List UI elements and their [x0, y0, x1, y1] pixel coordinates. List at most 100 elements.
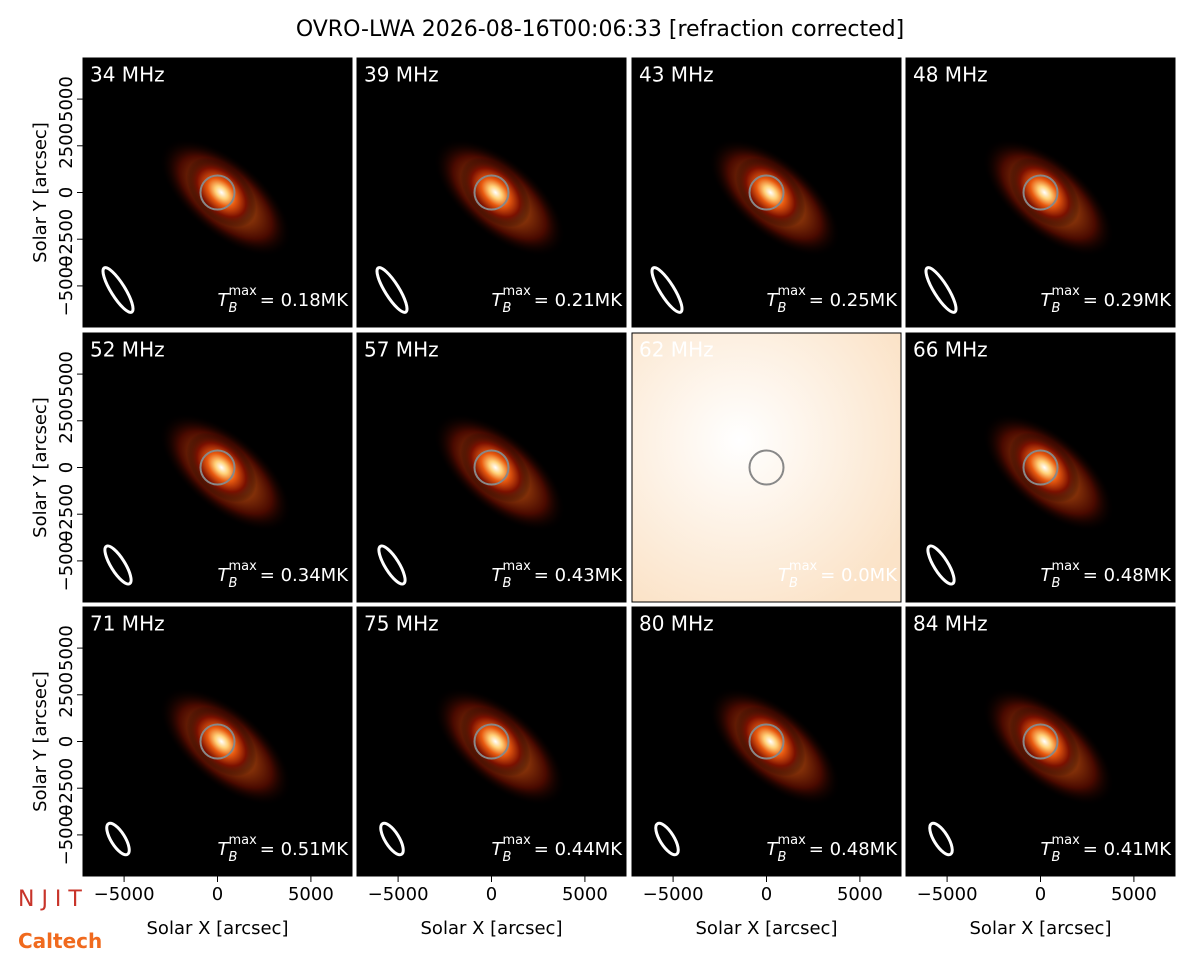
- title: OVRO-LWA 2026-08-16T00:06:33 [refraction…: [296, 17, 904, 42]
- x-tick-label: 0: [1035, 884, 1046, 905]
- y-tick-label: −2500: [56, 484, 77, 545]
- beam: [650, 266, 684, 314]
- tb-subscript: B: [789, 576, 798, 591]
- frequency-label: 34 MHz: [90, 63, 165, 87]
- solar-disk: [199, 449, 236, 486]
- beam: [654, 821, 680, 857]
- tb-max-label: TBmax = 0.18MK: [218, 284, 350, 316]
- y-tick-label: 0: [56, 462, 77, 473]
- y-tick-label: −5000: [56, 255, 77, 316]
- tb-symbol: T: [1041, 290, 1054, 311]
- y-tick-label: −5000: [56, 804, 77, 865]
- x-tick-label: 5000: [288, 884, 334, 905]
- y-tick-label: 5000: [56, 76, 77, 122]
- tb-superscript: max: [228, 833, 257, 848]
- y-tick-label: 2500: [56, 672, 77, 718]
- tb-value: = 0.44MK: [534, 839, 623, 860]
- solar-disk: [1022, 174, 1059, 211]
- beam: [375, 266, 409, 314]
- frequency-label: 43 MHz: [639, 63, 714, 87]
- tb-max-label: TBmax = 0.44MK: [492, 833, 624, 865]
- tb-value: = 0.18MK: [260, 290, 349, 311]
- tb-max-label: TBmax = 0.29MK: [1041, 284, 1173, 316]
- frequency-label: 75 MHz: [364, 612, 439, 636]
- tb-value: = 0.34MK: [260, 565, 349, 586]
- tb-superscript: max: [228, 284, 257, 299]
- frequency-label: 84 MHz: [913, 612, 988, 636]
- tb-subscript: B: [1052, 576, 1061, 591]
- tb-max-label: TBmax = 0.21MK: [492, 284, 624, 316]
- tb-subscript: B: [503, 850, 512, 865]
- tb-value: = 0.21MK: [534, 290, 623, 311]
- tb-value: = 0.48MK: [1083, 565, 1172, 586]
- tb-symbol: T: [492, 290, 505, 311]
- frequency-label: 57 MHz: [364, 338, 439, 362]
- solar-disk: [473, 723, 510, 760]
- frequency-label: 48 MHz: [913, 63, 988, 87]
- tb-superscript: max: [777, 833, 806, 848]
- y-tick-label: −2500: [56, 758, 77, 819]
- emission: [460, 706, 531, 777]
- tb-symbol: T: [778, 565, 791, 586]
- tb-symbol: T: [1041, 839, 1054, 860]
- tb-subscript: B: [1052, 850, 1061, 865]
- y-tick-label: 5000: [56, 625, 77, 671]
- y-tick-label: −5000: [56, 530, 77, 591]
- tb-value: = 0.0MK: [820, 565, 898, 586]
- tb-max-label: TBmax = 0.0MK: [778, 559, 898, 591]
- tb-subscript: B: [229, 850, 238, 865]
- frequency-label: 80 MHz: [639, 612, 714, 636]
- frequency-label: 71 MHz: [90, 612, 165, 636]
- beam: [105, 821, 131, 857]
- tb-subscript: B: [778, 850, 787, 865]
- tb-subscript: B: [1052, 301, 1061, 316]
- logo-njit: N J I T: [18, 887, 82, 912]
- y-tick-label: −2500: [56, 209, 77, 270]
- tb-superscript: max: [789, 559, 818, 574]
- tb-superscript: max: [1051, 559, 1080, 574]
- frequency-label: 66 MHz: [913, 338, 988, 362]
- tb-symbol: T: [492, 839, 505, 860]
- solar-disk: [748, 449, 785, 486]
- tb-subscript: B: [778, 301, 787, 316]
- emission: [735, 157, 806, 228]
- beam: [103, 544, 133, 586]
- beam: [926, 544, 956, 586]
- emission: [460, 432, 531, 503]
- tb-value: = 0.51MK: [260, 839, 349, 860]
- x-tick-label: 5000: [837, 884, 883, 905]
- tb-symbol: T: [218, 565, 231, 586]
- beam: [924, 266, 958, 314]
- tb-subscript: B: [229, 301, 238, 316]
- x-axis-label: Solar X [arcsec]: [147, 918, 289, 939]
- tb-max-label: TBmax = 0.41MK: [1041, 833, 1173, 865]
- solar-disk: [1022, 449, 1059, 486]
- emission: [460, 157, 531, 228]
- x-tick-label: −5000: [917, 884, 978, 905]
- emission: [186, 432, 257, 503]
- x-tick-label: −5000: [94, 884, 155, 905]
- tb-subscript: B: [503, 576, 512, 591]
- x-tick-label: 5000: [562, 884, 608, 905]
- tb-max-label: TBmax = 0.48MK: [767, 833, 899, 865]
- frequency-label: 39 MHz: [364, 63, 439, 87]
- y-tick-label: 2500: [56, 123, 77, 169]
- x-tick-label: 0: [212, 884, 223, 905]
- tb-symbol: T: [767, 839, 780, 860]
- tb-symbol: T: [767, 290, 780, 311]
- y-axis-label: Solar Y [arcsec]: [30, 671, 51, 812]
- tb-value: = 0.41MK: [1083, 839, 1172, 860]
- tb-superscript: max: [502, 284, 531, 299]
- tb-subscript: B: [503, 301, 512, 316]
- x-tick-label: 5000: [1111, 884, 1157, 905]
- frequency-label: 52 MHz: [90, 338, 165, 362]
- tb-symbol: T: [1041, 565, 1054, 586]
- tb-symbol: T: [492, 565, 505, 586]
- tb-value: = 0.48MK: [809, 839, 898, 860]
- tb-subscript: B: [229, 576, 238, 591]
- x-axis-label: Solar X [arcsec]: [970, 918, 1112, 939]
- tb-superscript: max: [1051, 833, 1080, 848]
- x-tick-label: −5000: [643, 884, 704, 905]
- tb-max-label: TBmax = 0.48MK: [1041, 559, 1173, 591]
